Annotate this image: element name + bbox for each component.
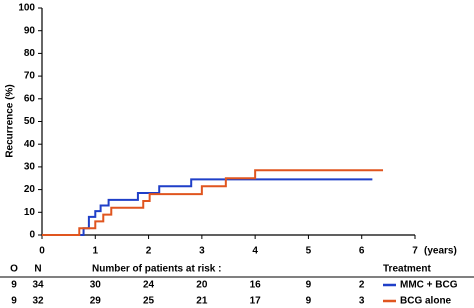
x-tick-label: 1 <box>93 246 99 257</box>
risk-o: 9 <box>11 296 17 307</box>
at-risk-count: 21 <box>196 296 208 307</box>
at-risk-count: 9 <box>306 296 312 307</box>
risk-n: 32 <box>32 296 44 307</box>
legend-title: Treatment <box>383 264 431 275</box>
y-tick-label: 100 <box>18 3 35 14</box>
legend-label: BCG alone <box>400 296 452 307</box>
at-risk-count: 20 <box>196 280 208 291</box>
y-tick-label: 30 <box>24 162 36 173</box>
x-tick-label: 2 <box>146 246 152 257</box>
at-risk-count: 3 <box>359 296 365 307</box>
x-tick-label: 3 <box>199 246 205 257</box>
at-risk-count: 9 <box>306 280 312 291</box>
at-risk-count: 17 <box>250 296 262 307</box>
legend-label: MMC + BCG <box>400 280 458 291</box>
risk-title: Number of patients at risk : <box>92 264 221 275</box>
x-tick-label: 5 <box>306 246 312 257</box>
risk-column: N <box>34 264 41 275</box>
y-axis-label: Recurrence (%) <box>5 84 16 157</box>
at-risk-count: 25 <box>143 296 155 307</box>
y-tick-label: 10 <box>24 207 36 218</box>
x-tick-label: 6 <box>359 246 365 257</box>
at-risk-count: 24 <box>143 280 155 291</box>
x-tick-label: 7 <box>412 246 418 257</box>
x-axis-label: (years) <box>424 246 457 257</box>
y-tick-label: 50 <box>24 116 36 127</box>
risk-column: O <box>10 264 18 275</box>
y-tick-label: 60 <box>24 93 36 104</box>
x-tick-label: 0 <box>39 246 45 257</box>
at-risk-count: 29 <box>90 296 102 307</box>
y-tick-label: 40 <box>24 139 36 150</box>
survival-curve <box>42 169 384 236</box>
y-tick-label: 80 <box>24 48 36 59</box>
x-tick-label: 4 <box>252 246 258 257</box>
at-risk-count: 2 <box>359 280 365 291</box>
at-risk-count: 16 <box>250 280 262 291</box>
y-tick-label: 0 <box>29 230 35 241</box>
y-tick-label: 90 <box>24 25 36 36</box>
risk-n: 34 <box>32 280 44 291</box>
survival-curve <box>42 178 373 236</box>
y-tick-label: 20 <box>24 184 36 195</box>
risk-o: 9 <box>11 280 17 291</box>
y-tick-label: 70 <box>24 71 36 82</box>
at-risk-count: 30 <box>90 280 102 291</box>
